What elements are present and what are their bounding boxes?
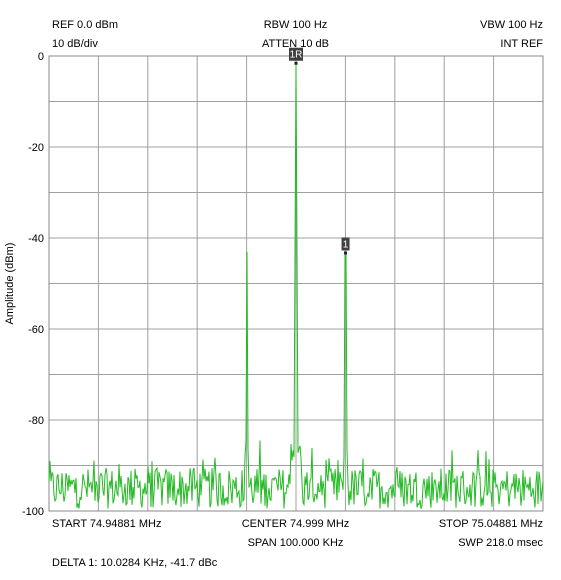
y-tick-label: -40	[28, 233, 44, 245]
rbw-label: RBW 100 Hz	[263, 19, 328, 31]
y-tick-label: -20	[28, 142, 44, 154]
scale-label: 10 dB/div	[52, 38, 98, 50]
ref-level-label: REF 0.0 dBm	[52, 19, 119, 31]
delta-marker-readout: DELTA 1: 10.0284 KHz, -41.7 dBc	[52, 557, 218, 569]
y-tick-label: -60	[28, 324, 44, 336]
y-tick-label: -80	[28, 415, 44, 427]
marker-label: 1R	[290, 50, 303, 61]
center-freq-label: CENTER 74.999 MHz	[241, 518, 350, 530]
start-freq-label: START 74.94881 MHz	[52, 518, 162, 530]
y-axis-label: Amplitude (dBm)	[4, 243, 16, 325]
stop-freq-label: STOP 75.04881 MHz	[438, 518, 543, 530]
y-tick-label: 0	[38, 51, 44, 63]
vbw-label: VBW 100 Hz	[480, 19, 543, 31]
atten-label: ATTEN 10 dB	[261, 38, 330, 50]
span-label: SPAN 100.000 KHz	[247, 537, 344, 549]
marker-point	[344, 251, 348, 255]
sweep-time-label: SWP 218.0 msec	[458, 537, 543, 549]
marker-flag	[341, 237, 350, 251]
marker-point	[294, 61, 298, 65]
marker-flag	[289, 47, 303, 61]
int-ref-label: INT REF	[500, 38, 543, 50]
marker-label: 1	[343, 239, 349, 250]
y-tick-label: -100	[22, 506, 44, 518]
